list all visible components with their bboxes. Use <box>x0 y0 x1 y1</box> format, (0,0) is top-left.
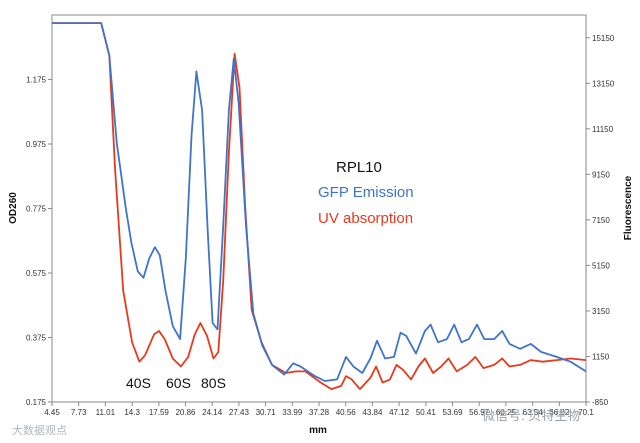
x-tick-label: 20.86 <box>175 408 196 417</box>
x-tick-label: 27.43 <box>229 408 250 417</box>
left-tick-label: 0.975 <box>26 140 47 149</box>
legend-uv-absorption: UV absorption <box>318 210 413 227</box>
x-tick-label: 56.97 <box>469 408 490 417</box>
x-tick-label: 60.25 <box>496 408 517 417</box>
x-tick-label: 33.99 <box>282 408 303 417</box>
left-tick-label: 0.575 <box>26 269 47 278</box>
x-axis: 4.45 7.73 11.01 14.3 17.59 20.86 24.14 27.43 30.… <box>44 402 594 417</box>
right-axis: -850 1150 3150 5150 7150 9150 11150 13150 15150 <box>586 34 615 407</box>
left-tick-label: 0.375 <box>26 334 47 343</box>
x-tick-label: 43.84 <box>362 408 383 417</box>
right-tick-label: 5150 <box>592 261 610 270</box>
x-tick-label: 47.12 <box>389 408 410 417</box>
peak-label-60s: 60S <box>166 375 191 391</box>
right-tick-label: 15150 <box>592 34 615 43</box>
peak-label-80s: 80S <box>201 375 226 391</box>
x-tick-label: 17.59 <box>149 408 170 417</box>
left-tick-label: 0.775 <box>26 205 47 214</box>
series-line-uv-absorption <box>52 22 587 390</box>
right-tick-label: 9150 <box>592 170 610 179</box>
left-tick-label: 0.175 <box>26 398 47 407</box>
right-tick-label: 11150 <box>592 125 614 134</box>
annotation-rpl10: RPL10 <box>336 159 382 176</box>
right-tick-label: 3150 <box>592 307 610 316</box>
y-axis-title-right: Fluorescence <box>623 175 634 240</box>
right-tick-label: 7150 <box>592 216 610 225</box>
right-tick-label: -850 <box>592 398 609 407</box>
x-tick-label: 24.14 <box>202 408 223 417</box>
x-tick-label: 50.41 <box>416 408 437 417</box>
x-tick-label: 14.3 <box>124 408 140 417</box>
series-line-gfp-emission <box>52 22 587 382</box>
x-tick-label: 37.28 <box>309 408 330 417</box>
watermark-left: 大数据观点 <box>12 423 67 437</box>
x-tick-label: 63.54 <box>523 408 544 417</box>
x-tick-label: 30.71 <box>256 408 277 417</box>
x-tick-label: 70.1 <box>578 408 594 417</box>
x-tick-label: 11.01 <box>96 408 116 417</box>
y-axis-title-left: OD260 <box>8 192 19 224</box>
series-layer <box>52 22 587 390</box>
right-tick-label: 13150 <box>592 79 615 88</box>
watermark-right: 微信号: 贝特生物 <box>482 408 580 423</box>
x-tick-label: 66.82 <box>549 408 570 417</box>
x-tick-label: 7.73 <box>71 408 87 417</box>
left-axis: 0.175 0.375 0.575 0.775 0.975 1.175 <box>26 76 52 407</box>
left-tick-label: 1.175 <box>26 76 47 85</box>
right-tick-label: 1150 <box>592 352 610 361</box>
legend-gfp-emission: GFP Emission <box>318 184 414 201</box>
x-tick-label: 53.69 <box>443 408 464 417</box>
peak-label-40s: 40S <box>126 375 151 391</box>
x-tick-label: 4.45 <box>44 408 60 417</box>
x-tick-label: 40.56 <box>336 408 357 417</box>
x-axis-title: mm <box>309 425 327 436</box>
